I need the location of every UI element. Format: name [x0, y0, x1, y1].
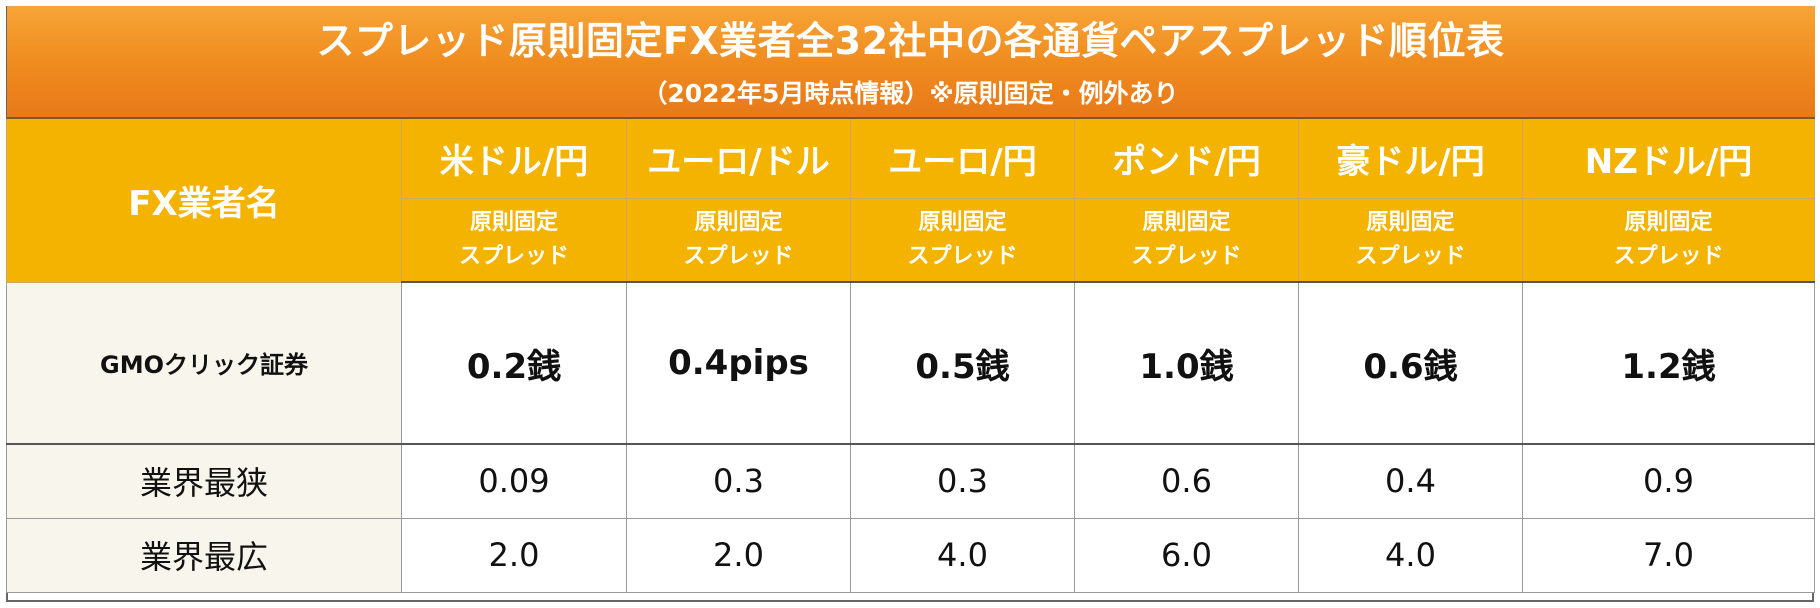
spread-subheader-line2: スプレッド [907, 243, 1018, 269]
pair-header-usdjpy: 米ドル/円 [401, 117, 627, 199]
narrowest-label: 業界最狭 [6, 443, 402, 519]
narrowest-row: 業界最狭 0.09 0.3 0.3 0.6 0.4 0.9 [6, 443, 1815, 519]
table-title: スプレッド原則固定FX業者全32社中の各通貨ペアスプレッド順位表 [316, 18, 1505, 63]
spread-subheader: 原則固定 スプレッド [401, 197, 627, 283]
title-banner: スプレッド原則固定FX業者全32社中の各通貨ペアスプレッド順位表 （2022年5… [6, 6, 1815, 119]
widest-gbpjpy: 6.0 [1074, 517, 1299, 593]
spread-subheader-line1: 原則固定 [1366, 209, 1455, 235]
spread-subheader-line1: 原則固定 [918, 209, 1007, 235]
pair-header-eurusd: ユーロ/ドル [626, 117, 851, 199]
broker-spread-audjpy: 0.6銭 [1298, 281, 1523, 445]
narrowest-eurjpy: 0.3 [850, 443, 1075, 519]
narrowest-eurusd: 0.3 [626, 443, 851, 519]
pair-header-nzdjpy: NZドル/円 [1522, 117, 1815, 199]
widest-row: 業界最広 2.0 2.0 4.0 6.0 4.0 7.0 [6, 517, 1815, 593]
spread-subheader-line1: 原則固定 [1624, 209, 1713, 235]
narrowest-audjpy: 0.4 [1298, 443, 1523, 519]
spread-subheader: 原則固定 スプレッド [850, 197, 1075, 283]
spread-subheader: 原則固定 スプレッド [1074, 197, 1299, 283]
spread-subheader-line1: 原則固定 [469, 209, 558, 235]
widest-nzdjpy: 7.0 [1522, 517, 1815, 593]
broker-name: GMOクリック証券 [6, 281, 402, 445]
broker-column-header: FX業者名 [6, 117, 402, 283]
broker-spread-gbpjpy: 1.0銭 [1074, 281, 1299, 445]
spread-subheader-line2: スプレッド [458, 243, 569, 269]
pair-header-gbpjpy: ポンド/円 [1074, 117, 1299, 199]
widest-usdjpy: 2.0 [401, 517, 627, 593]
widest-eurjpy: 4.0 [850, 517, 1075, 593]
widest-label: 業界最広 [6, 517, 402, 593]
broker-spread-eurusd: 0.4pips [626, 281, 851, 445]
pair-header-eurjpy: ユーロ/円 [850, 117, 1075, 199]
spread-subheader-line1: 原則固定 [1142, 209, 1231, 235]
table-subtitle: （2022年5月時点情報）※原則固定・例外あり [642, 78, 1179, 108]
spread-subheader: 原則固定 スプレッド [1298, 197, 1523, 283]
spread-subheader-line2: スプレッド [683, 243, 794, 269]
spread-subheader-line2: スプレッド [1355, 243, 1466, 269]
widest-eurusd: 2.0 [626, 517, 851, 593]
broker-spread-eurjpy: 0.5銭 [850, 281, 1075, 445]
widest-audjpy: 4.0 [1298, 517, 1523, 593]
narrowest-gbpjpy: 0.6 [1074, 443, 1299, 519]
pair-header-audjpy: 豪ドル/円 [1298, 117, 1523, 199]
spread-subheader-line2: スプレッド [1613, 243, 1724, 269]
broker-spread-nzdjpy: 1.2銭 [1522, 281, 1815, 445]
spread-subheader: 原則固定 スプレッド [1522, 197, 1815, 283]
narrowest-usdjpy: 0.09 [401, 443, 627, 519]
broker-row: GMOクリック証券 0.2銭 0.4pips 0.5銭 1.0銭 0.6銭 1.… [6, 281, 1815, 445]
spread-subheader-line1: 原則固定 [694, 209, 783, 235]
narrowest-nzdjpy: 0.9 [1522, 443, 1815, 519]
broker-spread-usdjpy: 0.2銭 [401, 281, 627, 445]
spread-subheader: 原則固定 スプレッド [626, 197, 851, 283]
spread-ranking-table: スプレッド原則固定FX業者全32社中の各通貨ペアスプレッド順位表 （2022年5… [6, 6, 1815, 593]
spread-subheader-line2: スプレッド [1131, 243, 1242, 269]
